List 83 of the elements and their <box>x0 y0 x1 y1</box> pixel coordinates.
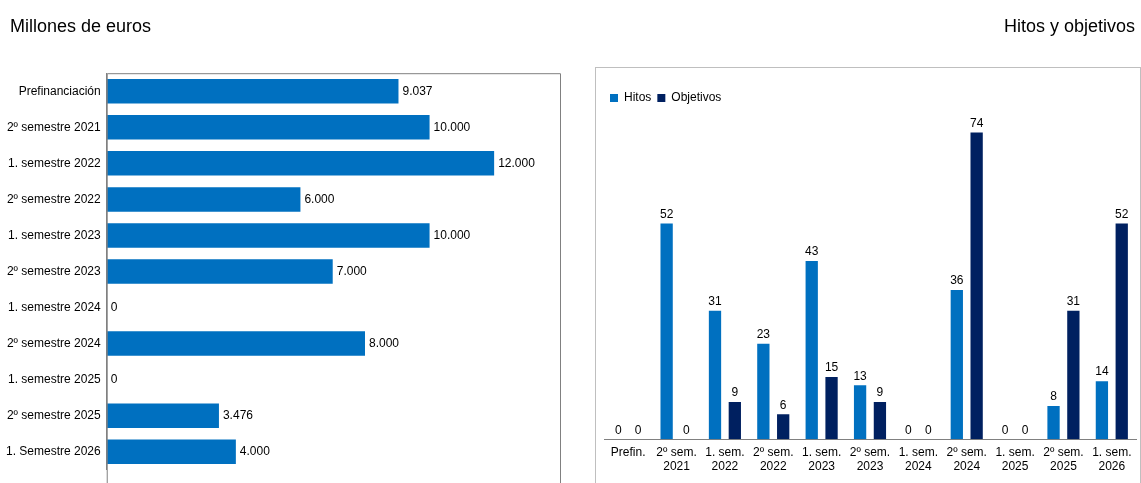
x-tick-label: Prefin. <box>610 444 646 459</box>
data-label: 9 <box>731 385 739 400</box>
bar <box>1067 310 1080 440</box>
x-tick-label: 1. sem. 2024 <box>898 444 939 474</box>
y-tick-label: 2º semestre 2023 <box>6 263 102 278</box>
bar <box>106 151 495 176</box>
data-label: 9.037 <box>402 83 433 98</box>
data-label: 23 <box>756 327 771 342</box>
bar <box>970 132 983 440</box>
data-label: 0 <box>1001 422 1009 437</box>
x-tick-label: 2º sem. 2025 <box>1043 444 1084 474</box>
bar <box>1047 406 1060 440</box>
data-label: 15 <box>824 360 839 375</box>
data-label: 43 <box>805 244 819 259</box>
data-label: 0 <box>634 422 642 437</box>
data-label: 0 <box>1021 422 1029 437</box>
bar <box>728 401 741 440</box>
data-label: 74 <box>969 115 984 130</box>
bar <box>106 78 399 104</box>
data-label: 6 <box>779 397 787 412</box>
x-tick-label: 1. sem. 2025 <box>995 444 1035 474</box>
data-label: 7.000 <box>336 263 368 278</box>
bar <box>708 310 722 440</box>
bar <box>106 331 365 356</box>
y-tick-label: 2º semestre 2022 <box>6 191 102 206</box>
data-label: 36 <box>950 273 964 288</box>
data-label: 8 <box>1050 389 1058 404</box>
data-label: 13 <box>853 368 868 383</box>
bar <box>1095 381 1109 440</box>
data-label: 10.000 <box>433 227 471 242</box>
data-label: 4.000 <box>239 444 271 459</box>
data-label: 0 <box>110 299 118 314</box>
data-label: 9 <box>876 385 884 400</box>
y-tick-label: 2º semestre 2025 <box>6 408 102 423</box>
bar <box>777 414 790 440</box>
y-tick-label: 1. semestre 2022 <box>8 155 102 170</box>
bar <box>805 260 818 440</box>
data-label: 0 <box>924 422 932 437</box>
x-tick-label: 2º sem. 2023 <box>849 444 891 474</box>
x-tick-label: 2º sem. 2021 <box>656 444 697 474</box>
data-label: 8.000 <box>369 335 400 350</box>
bar <box>757 343 770 440</box>
bar <box>950 289 963 440</box>
data-label: 6.000 <box>304 191 335 206</box>
bar <box>825 377 838 440</box>
bar <box>873 401 887 440</box>
data-label: 10.000 <box>433 119 471 134</box>
bar <box>106 115 430 140</box>
bar <box>106 439 236 465</box>
chart-title: Millones de euros <box>10 16 152 37</box>
data-label: 0 <box>110 371 118 386</box>
y-tick-label: 2º semestre 2021 <box>6 119 102 134</box>
legend-label: Objetivos <box>671 90 722 105</box>
data-label: 0 <box>683 422 691 437</box>
x-tick-label: 2º sem. 2022 <box>753 444 794 474</box>
x-tick-label: 1. sem. 2023 <box>801 444 842 474</box>
bar <box>106 187 301 212</box>
data-label: 14 <box>1095 364 1109 379</box>
bar <box>106 403 219 428</box>
x-tick-label: 1. sem. 2022 <box>705 444 745 474</box>
data-label: 3.476 <box>222 408 254 423</box>
x-tick-label: 1. sem. 2026 <box>1092 444 1132 474</box>
legend-label: Hitos <box>624 90 652 105</box>
data-label: 31 <box>708 293 722 308</box>
data-label: 0 <box>614 422 622 437</box>
bar <box>853 385 867 440</box>
data-label: 31 <box>1066 293 1081 308</box>
bar <box>1115 223 1128 440</box>
y-tick-label: 1. semestre 2025 <box>8 371 102 386</box>
y-tick-label: 1. semestre 2024 <box>8 299 102 314</box>
bar <box>106 259 333 284</box>
y-tick-label: 1. Semestre 2026 <box>5 444 102 459</box>
data-label: 0 <box>905 422 913 437</box>
y-tick-label: 2º semestre 2024 <box>6 335 102 350</box>
bar <box>660 223 673 440</box>
data-label: 52 <box>659 206 674 221</box>
bar <box>106 223 430 248</box>
data-label: 12.000 <box>498 155 536 170</box>
y-tick-label: Prefinanciación <box>18 83 101 98</box>
x-tick-label: 2º sem. 2024 <box>946 444 987 474</box>
chart-title: Hitos y objetivos <box>1003 16 1135 37</box>
y-tick-label: 1. semestre 2023 <box>8 227 102 242</box>
data-label: 52 <box>1115 206 1129 221</box>
